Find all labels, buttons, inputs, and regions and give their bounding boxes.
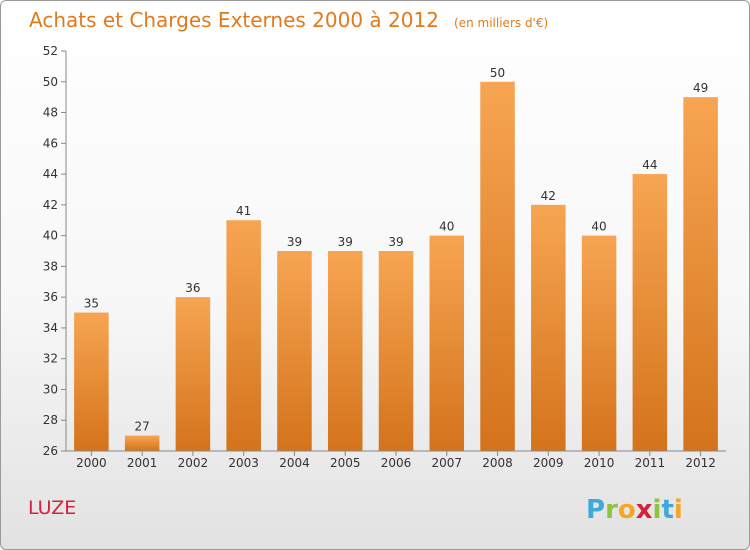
x-tick-label: 2011 (635, 456, 666, 470)
logo-letter: P (586, 495, 605, 525)
y-axis: 26 28 30 32 34 36 38 40 42 44 46 48 50 52 (43, 44, 67, 458)
commune-name: LUZE (28, 497, 76, 519)
y-tick-label: 34 (43, 321, 58, 335)
bar (581, 235, 617, 451)
bar (124, 435, 160, 451)
y-tick-label: 32 (43, 352, 58, 366)
x-tick-label: 2002 (178, 456, 209, 470)
bar (327, 251, 363, 451)
logo-letter: t (661, 495, 673, 525)
logo-letter: i (674, 495, 683, 525)
bar-value-label: 27 (135, 420, 150, 434)
bar-value-label: 50 (490, 66, 505, 80)
bar-value-label: 44 (642, 158, 657, 172)
logo-letter: o (618, 495, 636, 525)
y-tick-label: 38 (43, 259, 58, 273)
x-tick-label: 2003 (228, 456, 259, 470)
chart-title: Achats et Charges Externes 2000 à 2012 (… (29, 8, 548, 32)
x-tick-label: 2000 (76, 456, 107, 470)
bar-value-label: 36 (185, 281, 200, 295)
bar (683, 97, 718, 452)
x-tick-label: 2004 (279, 456, 310, 470)
y-tick-label: 30 (43, 382, 58, 396)
chart-title-main: Achats et Charges Externes 2000 à 2012 (29, 8, 439, 32)
chart-title-unit: (en milliers d'€) (454, 16, 548, 30)
bar (74, 312, 109, 451)
y-tick-label: 28 (43, 413, 58, 427)
y-tick-label: 46 (43, 136, 58, 150)
bar-value-label: 41 (236, 204, 251, 218)
logo-letter: i (653, 495, 662, 525)
y-tick-label: 40 (43, 229, 58, 243)
bar (226, 220, 261, 451)
y-tick-label: 44 (43, 167, 58, 181)
bar-value-label: 39 (388, 235, 403, 249)
y-tick-label: 42 (43, 198, 58, 212)
x-tick-label: 2005 (330, 456, 361, 470)
bar-value-label: 40 (591, 220, 606, 234)
y-tick-label: 50 (43, 75, 58, 89)
y-tick-label: 52 (43, 44, 58, 58)
bar-value-label: 49 (693, 81, 708, 95)
bars: 35 27 36 41 39 39 39 40 50 42 40 44 49 (74, 66, 718, 452)
y-tick-label: 48 (43, 106, 58, 120)
bar-value-label: 35 (84, 297, 99, 311)
logo-letter: r (605, 495, 618, 525)
y-tick-label: 36 (43, 290, 58, 304)
bar (429, 235, 465, 451)
bar (480, 81, 515, 452)
x-tick-label: 2007 (431, 456, 462, 470)
bar-value-label: 39 (338, 235, 353, 249)
x-tick-label: 2009 (533, 456, 564, 470)
proxiti-logo: Proxiti (586, 495, 683, 525)
x-tick-label: 2010 (584, 456, 615, 470)
x-tick-label: 2012 (685, 456, 716, 470)
bar (531, 204, 566, 451)
logo-letter: x (636, 495, 653, 525)
bar (378, 251, 414, 451)
y-tick-label: 26 (43, 444, 58, 458)
bar (632, 174, 668, 452)
bar-value-label: 40 (439, 220, 454, 234)
bar (175, 297, 211, 451)
x-tick-label: 2006 (381, 456, 412, 470)
x-axis: 2000 2001 2002 2003 2004 2005 2006 2007 2008 2009… (66, 450, 726, 470)
bar (277, 251, 312, 451)
bar-value-label: 42 (541, 189, 556, 203)
bar-value-label: 39 (287, 235, 302, 249)
x-tick-label: 2008 (482, 456, 513, 470)
x-tick-label: 2001 (127, 456, 158, 470)
